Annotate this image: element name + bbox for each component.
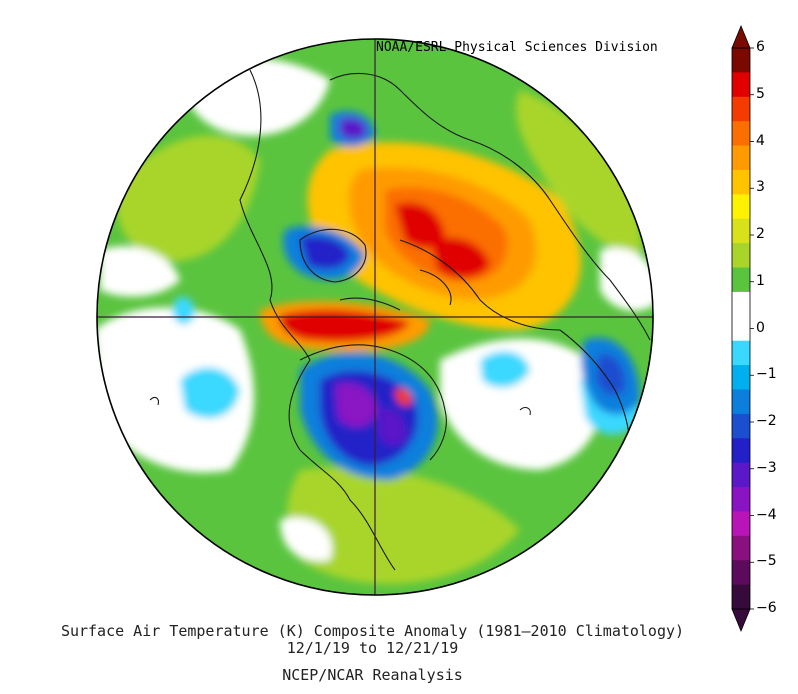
date-range: 12/1/19 to 12/21/19 [286,639,459,657]
colorbar-tick-label: 3 [756,179,765,196]
colorbar-swatch [732,462,750,488]
colorbar-swatch [732,121,750,147]
colorbar-swatch [732,511,750,537]
colorbar-swatch [732,169,750,195]
colorbar-swatch [732,194,750,220]
colorbar-tick-label: 6 [756,39,765,55]
colorbar-swatch [732,316,750,342]
colorbar-swatch [732,291,750,317]
dataset-name: NCEP/NCAR Reanalysis [282,666,463,684]
colorbar-swatch [732,48,750,73]
colorbar-tick-label: −2 [756,413,777,429]
colorbar [731,24,754,633]
colorbar-swatch [732,535,750,561]
colorbar-tick-label: −5 [756,553,777,570]
colorbar-swatch [732,96,750,122]
colorbar-tick-label: 5 [756,85,765,102]
colorbar-swatch [732,145,750,171]
figure-title: Surface Air Temperature (K) Composite An… [60,622,685,640]
colorbar-tick-label: 0 [756,319,765,336]
map-boundary [96,38,654,596]
colorbar-tick-label: 2 [756,226,765,242]
colorbar-swatch [732,218,750,244]
colorbar-tick-label: −4 [756,506,777,523]
colorbar-swatch [732,243,750,269]
colorbar-tick-label: 4 [756,132,765,149]
credit-text: NOAA/ESRL Physical Sciences Division [376,40,658,55]
coastlines [149,69,651,571]
colorbar-swatch [732,560,750,586]
colorbar-swatch [732,267,750,293]
anomaly-field [97,39,653,595]
colorbar-swatch [732,438,750,464]
colorbar-swatch [732,72,750,98]
colorbar-swatch [732,413,750,439]
colorbar-swatch [732,487,750,512]
colorbar-tick-label: 1 [756,272,765,289]
colorbar-tick-label: −1 [756,366,777,383]
colorbar-top-arrow [731,24,751,49]
colorbar-swatch [732,389,750,415]
colorbar-swatch [732,584,750,610]
colorbar-tick-label: −3 [756,459,777,476]
colorbar-swatch [732,365,750,390]
colorbar-tick-label: −6 [756,600,777,616]
colorbar-swatch [732,340,750,366]
